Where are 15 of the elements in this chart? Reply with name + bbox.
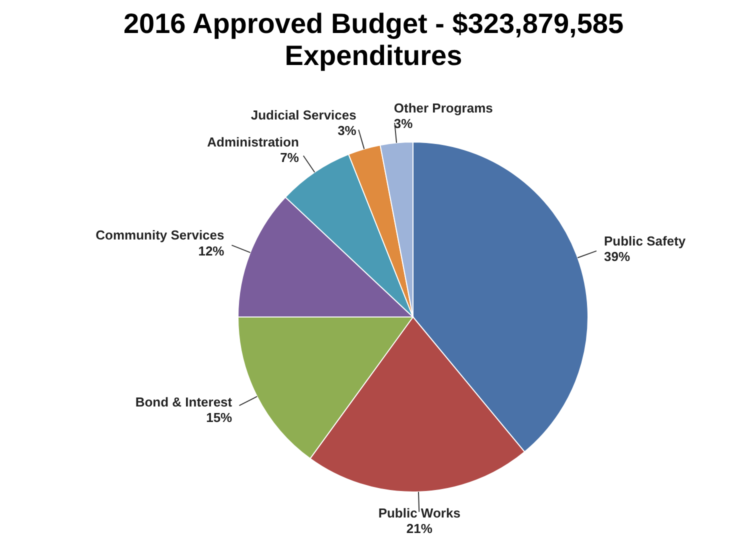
slice-label: Public Safety — [604, 234, 686, 249]
slice-label: Other Programs — [394, 100, 493, 116]
slice-label: Bond & Interest — [135, 394, 233, 410]
data-label: 3% — [338, 123, 357, 138]
slice-label: Public Works — [378, 505, 460, 520]
data-label: 15% — [206, 410, 233, 426]
slice-label: Administration — [207, 134, 299, 150]
data-label: 39% — [604, 249, 630, 264]
data-label: 3% — [394, 116, 414, 131]
data-label: 7% — [280, 150, 300, 166]
data-label: 21% — [406, 520, 433, 536]
data-label: 12% — [198, 243, 225, 258]
chart-title: 2016 Approved Budget - $323,879,585 Expenditures — [122, 8, 625, 72]
slice-label: Community Services — [96, 228, 224, 243]
slice-label: Judicial Services — [250, 107, 356, 122]
